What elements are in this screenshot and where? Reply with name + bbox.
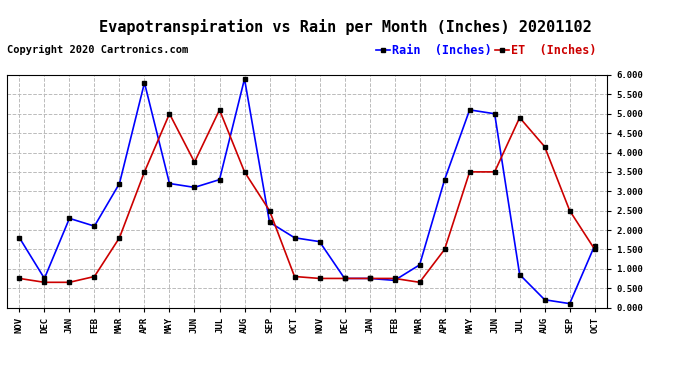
ET  (Inches) (540, 144, 549, 149)
Rain  (Inches) (515, 272, 524, 277)
ET  (Inches) (190, 160, 199, 164)
Line: ET  (Inches): ET (Inches) (18, 108, 596, 284)
Rain  (Inches) (266, 220, 274, 225)
Rain  (Inches) (366, 276, 374, 280)
Line: Rain  (Inches): Rain (Inches) (18, 77, 596, 305)
Rain  (Inches) (290, 236, 299, 240)
ET  (Inches) (591, 247, 599, 252)
Rain  (Inches) (90, 224, 99, 228)
Rain  (Inches) (240, 76, 248, 81)
Rain  (Inches) (415, 262, 424, 267)
Rain  (Inches) (491, 111, 499, 116)
ET  (Inches) (340, 276, 348, 280)
ET  (Inches) (440, 247, 449, 252)
ET  (Inches) (66, 280, 74, 285)
ET  (Inches) (515, 116, 524, 120)
Rain  (Inches) (66, 216, 74, 220)
ET  (Inches) (415, 280, 424, 285)
ET  (Inches) (115, 236, 124, 240)
Rain  (Inches) (566, 302, 574, 306)
ET  (Inches) (491, 170, 499, 174)
ET  (Inches) (391, 276, 399, 280)
ET  (Inches) (315, 276, 324, 280)
Rain  (Inches) (466, 108, 474, 112)
ET  (Inches) (240, 170, 248, 174)
ET  (Inches) (90, 274, 99, 279)
Rain  (Inches) (440, 177, 449, 182)
ET  (Inches) (215, 108, 224, 112)
ET  (Inches) (266, 209, 274, 213)
Text: Copyright 2020 Cartronics.com: Copyright 2020 Cartronics.com (7, 45, 188, 55)
Rain  (Inches) (15, 236, 23, 240)
ET  (Inches) (15, 276, 23, 280)
Rain  (Inches) (115, 181, 124, 186)
ET  (Inches) (466, 170, 474, 174)
Rain  (Inches) (591, 243, 599, 248)
Rain  (Inches) (315, 239, 324, 244)
Rain  (Inches) (190, 185, 199, 190)
ET  (Inches) (566, 209, 574, 213)
Rain  (Inches) (166, 181, 174, 186)
Rain  (Inches) (340, 276, 348, 280)
Text: Evapotranspiration vs Rain per Month (Inches) 20201102: Evapotranspiration vs Rain per Month (In… (99, 19, 591, 35)
Legend: Rain  (Inches), ET  (Inches): Rain (Inches), ET (Inches) (371, 39, 601, 62)
ET  (Inches) (40, 280, 48, 285)
Rain  (Inches) (140, 81, 148, 85)
ET  (Inches) (366, 276, 374, 280)
Rain  (Inches) (540, 297, 549, 302)
ET  (Inches) (166, 111, 174, 116)
ET  (Inches) (290, 274, 299, 279)
ET  (Inches) (140, 170, 148, 174)
Rain  (Inches) (40, 276, 48, 280)
Rain  (Inches) (391, 278, 399, 283)
Rain  (Inches) (215, 177, 224, 182)
